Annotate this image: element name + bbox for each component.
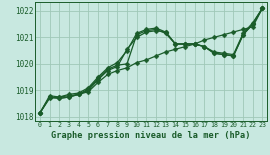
- X-axis label: Graphe pression niveau de la mer (hPa): Graphe pression niveau de la mer (hPa): [52, 131, 251, 140]
